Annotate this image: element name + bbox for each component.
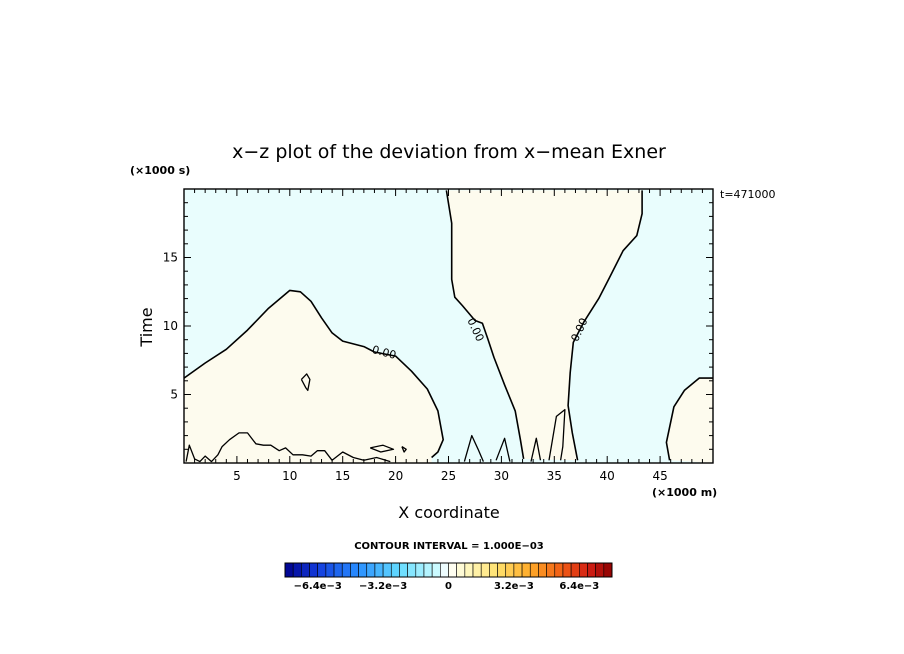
colorbar-cell: [448, 562, 457, 578]
colorbar-cell: [570, 562, 580, 578]
colorbar-label: −6.4e−3: [294, 581, 342, 592]
colorbar-label: 3.2e−3: [494, 581, 534, 592]
colorbar-cell: [366, 562, 376, 578]
x-tick-label: 30: [494, 469, 509, 483]
small-contour-6: [495, 437, 511, 462]
y-axis-label: Time: [137, 307, 156, 347]
colorbar-cell: [529, 562, 539, 578]
contour-interval-text: CONTOUR INTERVAL = 1.000E−03: [354, 541, 544, 552]
x-tick-label: 40: [600, 469, 615, 483]
colorbar-cell: [456, 562, 466, 578]
colorbar-cell: [554, 562, 564, 578]
x-tick-label: 5: [233, 469, 241, 483]
time-label: t=471000: [720, 188, 776, 201]
x-tick-label: 35: [547, 469, 562, 483]
plot-area: 0.000.00 0.00: [183, 188, 714, 464]
colorbar-cell: [415, 562, 425, 578]
colorbar-cell: [333, 562, 343, 578]
colorbar-cell: [587, 562, 596, 578]
colorbar-cell: [513, 562, 523, 578]
colorbar-cell: [301, 562, 310, 578]
small-contour-2: [369, 444, 395, 453]
colorbar-cell: [382, 562, 392, 578]
colorbar-cell: [505, 562, 515, 578]
colorbar-cell: [325, 562, 335, 578]
colorbar-cell: [578, 562, 588, 578]
small-contour-3: [401, 446, 407, 453]
colorbar-cell: [562, 562, 572, 578]
zero-contour-4: [665, 377, 713, 461]
colorbar-cell: [472, 562, 482, 578]
colorbar-cell: [350, 562, 359, 578]
colorbar-cell: [358, 562, 368, 578]
colorbar: −6.4e−3 −3.2e−3 0 3.2e−3 6.4e−3: [284, 562, 613, 592]
colorbar-cell: [431, 562, 441, 578]
positive-region-left: [184, 290, 444, 463]
colorbar-label: 0: [445, 581, 452, 592]
small-contour-7: [530, 437, 542, 462]
chart-labels: 5 10 15 20 25 30 35 40 45 5 10 15 x−z plot of the de…: [130, 141, 776, 552]
x-tick-label: 25: [441, 469, 456, 483]
colorbar-cell: [423, 562, 433, 578]
x-axis-label: X coordinate: [398, 503, 499, 522]
colorbar-cell: [341, 562, 351, 578]
colorbar-cell: [538, 562, 547, 578]
y-tick-label: 15: [163, 251, 178, 265]
x-tick-label: 10: [282, 469, 297, 483]
x-tick-label: 20: [388, 469, 403, 483]
y-tick-label: 10: [163, 319, 178, 333]
colorbar-cell: [399, 562, 408, 578]
colorbar-cell: [440, 562, 449, 578]
positive-region-center: [446, 190, 643, 461]
positive-region-right: [666, 378, 713, 463]
y-unit-label: (×1000 s): [130, 164, 190, 177]
x-tick-label: 15: [335, 469, 350, 483]
small-contour-4: [185, 432, 391, 463]
colorbar-cell: [292, 562, 302, 578]
colorbar-label: −3.2e−3: [359, 581, 407, 592]
colorbar-label: 6.4e−3: [559, 581, 599, 592]
colorbar-cell: [390, 562, 400, 578]
small-contour-8: [548, 408, 566, 461]
colorbar-cell: [309, 562, 318, 578]
colorbar-cell: [497, 562, 507, 578]
colorbar-cell: [374, 562, 384, 578]
colorbar-cell: [521, 562, 531, 578]
colorbar-cell: [464, 562, 474, 578]
colorbar-cell: [480, 562, 490, 578]
chart-title: x−z plot of the deviation from x−mean Ex…: [232, 141, 666, 163]
colorbar-cell: [603, 562, 613, 578]
colorbar-cell: [546, 562, 556, 578]
y-tick-label: 5: [170, 388, 178, 402]
colorbar-cell: [317, 562, 327, 578]
small-contour-5: [463, 434, 484, 462]
zero-contour-3: [567, 190, 643, 461]
zero-contour-1: [183, 289, 445, 459]
colorbar-cell: [284, 562, 294, 578]
small-contour-1: [300, 373, 311, 392]
ticks: [184, 189, 713, 463]
x-tick-label: 45: [652, 469, 667, 483]
colorbar-frame: [284, 562, 613, 578]
x-unit-label: (×1000 m): [652, 486, 717, 499]
contour-label-1: 0.00: [371, 343, 398, 362]
zero-contour-2: [445, 190, 525, 460]
colorbar-cell: [595, 562, 605, 578]
colorbar-cell: [407, 562, 417, 578]
colorbar-cell: [489, 562, 498, 578]
